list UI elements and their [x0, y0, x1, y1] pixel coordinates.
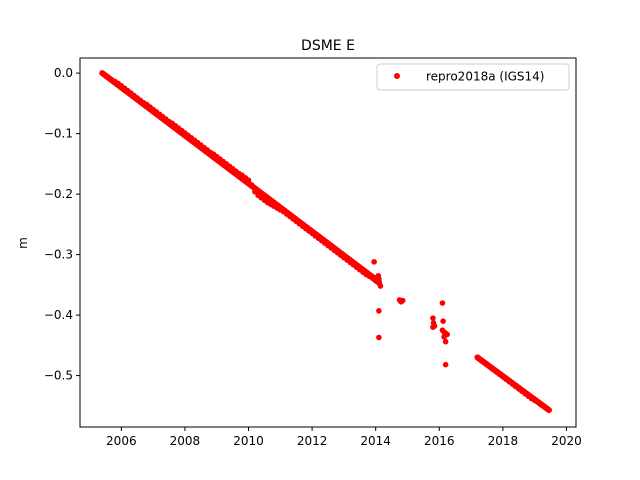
plot-frame: [79, 57, 577, 428]
data-point: [371, 259, 377, 265]
plot-axes: 2006 2008 2010 2012 2014 2016 2018 2020 0.0 −0.1 −…: [44, 57, 582, 448]
data-point: [252, 188, 258, 195]
x-tick-label: 2018: [488, 434, 519, 448]
chart-title: DSME E: [301, 38, 355, 54]
data-point: [439, 300, 446, 306]
y-tick-label: −0.2: [44, 187, 73, 201]
x-tick-label: 2020: [551, 434, 582, 448]
data-point: [430, 315, 436, 321]
x-tick-label: 2012: [297, 434, 328, 448]
data-point: [399, 297, 406, 304]
y-tick-label: −0.4: [44, 308, 73, 322]
data-point: [430, 324, 436, 330]
legend-marker: [394, 73, 400, 79]
x-tick-label: 2014: [360, 434, 391, 448]
chart-legend: repro2018a (IGS14): [376, 63, 570, 91]
data-point: [245, 177, 252, 183]
data-point: [442, 361, 449, 368]
data-point: [440, 318, 446, 324]
data-point: [248, 182, 255, 188]
data-point: [375, 272, 382, 279]
x-tick-label: 2008: [170, 434, 201, 448]
x-tick-label: 2016: [424, 434, 455, 448]
x-tick-label: 2006: [106, 434, 137, 448]
data-point: [376, 308, 382, 314]
y-tick-label: −0.3: [44, 248, 73, 262]
legend-label: repro2018a (IGS14): [426, 70, 544, 84]
plot-data-layer: [99, 70, 552, 414]
y-tick-label: −0.1: [44, 127, 73, 141]
data-point: [442, 338, 449, 345]
y-tick-label: −0.5: [44, 369, 73, 383]
x-tick-label: 2010: [233, 434, 264, 448]
y-tick-label: 0.0: [54, 66, 73, 80]
legend-frame: [376, 63, 570, 91]
y-axis-label: m: [16, 237, 30, 249]
data-point: [376, 334, 382, 341]
data-point: [441, 334, 447, 340]
data-point: [546, 407, 552, 413]
data-point: [377, 283, 384, 289]
